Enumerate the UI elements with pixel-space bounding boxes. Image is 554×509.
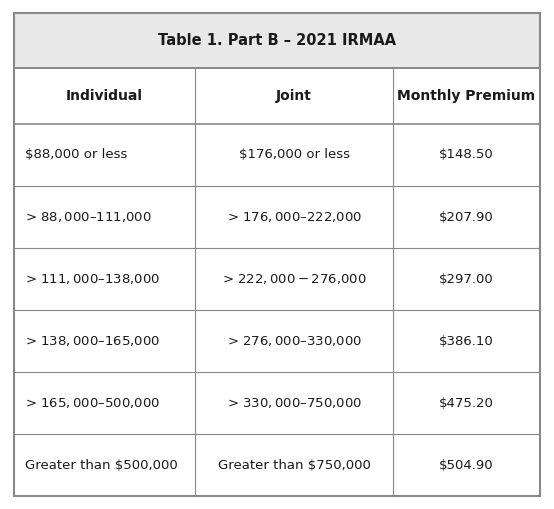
Text: $504.90: $504.90 <box>439 459 494 472</box>
Text: > $138,000 – $165,000: > $138,000 – $165,000 <box>25 334 160 348</box>
Text: $148.50: $148.50 <box>439 149 494 161</box>
Text: > $222,000 -$276,000: > $222,000 -$276,000 <box>222 272 367 286</box>
Text: Greater than $500,000: Greater than $500,000 <box>25 459 177 472</box>
Text: $176,000 or less: $176,000 or less <box>239 149 350 161</box>
Text: Greater than $750,000: Greater than $750,000 <box>218 459 371 472</box>
Text: Individual: Individual <box>66 89 143 103</box>
Text: Joint: Joint <box>276 89 312 103</box>
Text: > $176,000 – $222,000: > $176,000 – $222,000 <box>227 210 362 224</box>
Bar <box>14 372 540 434</box>
Bar <box>14 186 540 248</box>
Text: Monthly Premium: Monthly Premium <box>397 89 536 103</box>
Text: $88,000 or less: $88,000 or less <box>25 149 127 161</box>
Bar <box>14 13 540 68</box>
Bar <box>14 434 540 496</box>
Text: > $330,000 – $750,000: > $330,000 – $750,000 <box>227 396 362 410</box>
Bar <box>14 310 540 372</box>
Text: > $111,000 – $138,000: > $111,000 – $138,000 <box>25 272 160 286</box>
Text: > $88,000 – $111,000: > $88,000 – $111,000 <box>25 210 151 224</box>
Text: $475.20: $475.20 <box>439 397 494 410</box>
Text: Table 1. Part B – 2021 IRMAA: Table 1. Part B – 2021 IRMAA <box>158 33 396 48</box>
Text: > $165,000 – $500,000: > $165,000 – $500,000 <box>25 396 160 410</box>
Bar <box>14 124 540 186</box>
Text: > $276,000 – $330,000: > $276,000 – $330,000 <box>227 334 362 348</box>
Bar <box>14 68 540 124</box>
Text: $207.90: $207.90 <box>439 211 494 223</box>
Bar <box>14 248 540 310</box>
Text: $297.00: $297.00 <box>439 273 494 286</box>
Text: $386.10: $386.10 <box>439 334 494 348</box>
